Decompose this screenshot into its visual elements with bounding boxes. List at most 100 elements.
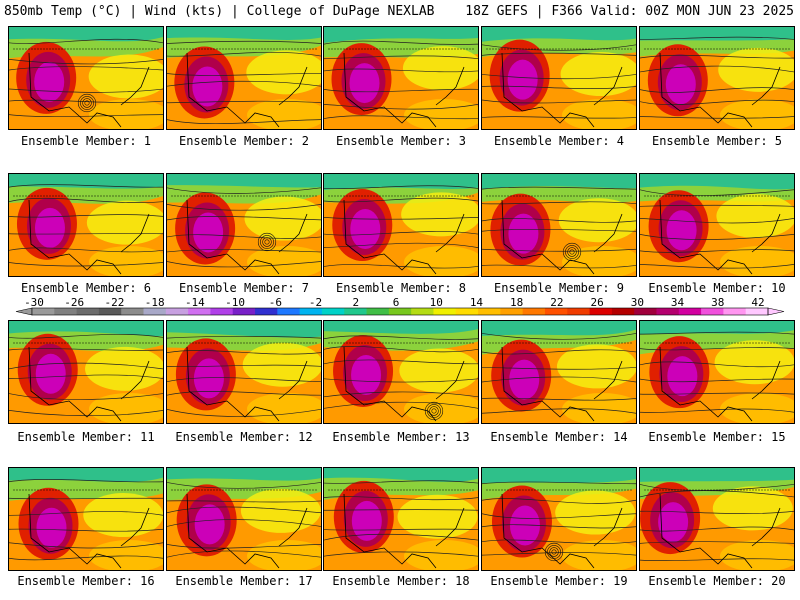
colorbar-swatch <box>411 308 434 315</box>
ensemble-member-map <box>481 26 637 130</box>
colorbar-swatch <box>255 308 278 315</box>
temperature-field-map <box>324 468 478 570</box>
colorbar-swatch <box>344 308 367 315</box>
colorbar-tick-label: -18 <box>145 296 165 309</box>
ensemble-member-map <box>8 26 164 130</box>
colorbar-swatch <box>388 308 412 315</box>
colorbar-swatch <box>32 308 55 315</box>
colorbar-swatch <box>656 308 680 315</box>
ensemble-member-label: Ensemble Member: 3 <box>335 134 467 148</box>
colorbar-swatch <box>321 308 345 315</box>
ensemble-member-map <box>481 320 637 424</box>
ensemble-member-label: Ensemble Member: 19 <box>490 574 628 588</box>
ensemble-member-map <box>639 173 795 277</box>
colorbar-swatch <box>678 308 702 315</box>
colorbar-tick-label: 10 <box>430 296 443 309</box>
colorbar-tick-label: -22 <box>105 296 125 309</box>
colorbar-swatch <box>433 308 457 315</box>
header-title-left: 850mb Temp (°C) | Wind (kts) | College o… <box>4 4 435 19</box>
ensemble-member-label: Ensemble Member: 7 <box>178 281 310 295</box>
ensemble-member-map <box>481 173 637 277</box>
ensemble-member-map <box>166 173 322 277</box>
ensemble-member-label: Ensemble Member: 8 <box>335 281 467 295</box>
colorbar-tick-label: -30 <box>24 296 44 309</box>
ensemble-member-label: Ensemble Member: 20 <box>648 574 786 588</box>
colorbar-tick-label: 14 <box>470 296 484 309</box>
temperature-field-map <box>324 174 478 276</box>
temperature-field-map <box>167 174 321 276</box>
temperature-field-map <box>482 27 636 129</box>
temperature-field-map <box>640 174 794 276</box>
temperature-field-map <box>9 468 163 570</box>
colorbar-swatch <box>98 308 122 315</box>
temperature-field-map <box>324 27 478 129</box>
ensemble-member-label: Ensemble Member: 16 <box>17 574 155 588</box>
ensemble-member-map <box>8 320 164 424</box>
ensemble-member-map <box>639 467 795 571</box>
colorbar-tick-label: -26 <box>64 296 84 309</box>
temperature-field-map <box>640 321 794 423</box>
temperature-field-map <box>167 27 321 129</box>
colorbar-swatch <box>500 308 524 315</box>
colorbar-tick-label: 2 <box>352 296 359 309</box>
ensemble-member-label: Ensemble Member: 13 <box>332 430 470 444</box>
header-title-right: 18Z GEFS | F366 Valid: 00Z MON JUN 23 20… <box>465 4 794 19</box>
ensemble-member-map <box>323 320 479 424</box>
colorbar-swatch <box>522 308 546 315</box>
colorbar-swatch <box>232 308 256 315</box>
colorbar-swatch <box>745 308 769 315</box>
ensemble-member-map <box>8 173 164 277</box>
ensemble-member-label: Ensemble Member: 9 <box>493 281 625 295</box>
colorbar-tick-label: 34 <box>671 296 685 309</box>
ensemble-member-label: Ensemble Member: 1 <box>20 134 152 148</box>
ensemble-member-label: Ensemble Member: 12 <box>175 430 313 444</box>
ensemble-member-label: Ensemble Member: 5 <box>651 134 783 148</box>
colorbar-swatch <box>478 308 501 315</box>
ensemble-member-map <box>8 467 164 571</box>
colorbar-tick-label: 26 <box>590 296 603 309</box>
temperature-field-map <box>167 468 321 570</box>
colorbar-swatch <box>210 308 234 315</box>
ensemble-member-label: Ensemble Member: 6 <box>20 281 152 295</box>
colorbar-tick-label: 38 <box>711 296 724 309</box>
colorbar-tick-label: 6 <box>393 296 400 309</box>
ensemble-member-label: Ensemble Member: 14 <box>490 430 628 444</box>
colorbar-tick-label: 42 <box>751 296 764 309</box>
colorbar-tick-label: 18 <box>510 296 523 309</box>
colorbar-swatch <box>54 308 78 315</box>
temperature-field-map <box>482 174 636 276</box>
ensemble-member-label: Ensemble Member: 11 <box>17 430 155 444</box>
colorbar-tick-label: -6 <box>269 296 282 309</box>
colorbar-tick-label: 30 <box>631 296 644 309</box>
temperature-field-map <box>640 468 794 570</box>
ensemble-member-map <box>639 320 795 424</box>
ensemble-member-map <box>323 26 479 130</box>
colorbar-swatch <box>589 308 613 315</box>
colorbar-swatch <box>299 308 323 315</box>
temperature-colorbar: -30 -26 -22 -18 -14 -10 -6 -2 2 6 10 14 18 22 26 30 34 38… <box>15 296 785 316</box>
colorbar-swatch <box>701 308 724 315</box>
colorbar-swatch <box>611 308 635 315</box>
ensemble-member-map <box>166 26 322 130</box>
colorbar-swatch <box>544 308 568 315</box>
colorbar-swatch <box>455 308 479 315</box>
ensemble-member-label: Ensemble Member: 2 <box>178 134 310 148</box>
colorbar-swatch <box>165 308 189 315</box>
temperature-field-map <box>9 321 163 423</box>
colorbar-swatch <box>277 308 301 315</box>
temperature-field-map <box>640 27 794 129</box>
colorbar-swatch <box>188 308 211 315</box>
temperature-field-map <box>9 27 163 129</box>
temperature-field-map <box>482 468 636 570</box>
temperature-field-map <box>167 321 321 423</box>
ensemble-member-label: Ensemble Member: 4 <box>493 134 625 148</box>
colorbar-tick-label: -10 <box>225 296 245 309</box>
colorbar-tick-label: 22 <box>550 296 563 309</box>
colorbar-swatch <box>366 308 390 315</box>
ensemble-member-label: Ensemble Member: 17 <box>175 574 313 588</box>
ensemble-member-map <box>323 173 479 277</box>
colorbar-swatch <box>567 308 590 315</box>
colorbar-tick-label: -2 <box>309 296 322 309</box>
colorbar-swatch <box>723 308 747 315</box>
